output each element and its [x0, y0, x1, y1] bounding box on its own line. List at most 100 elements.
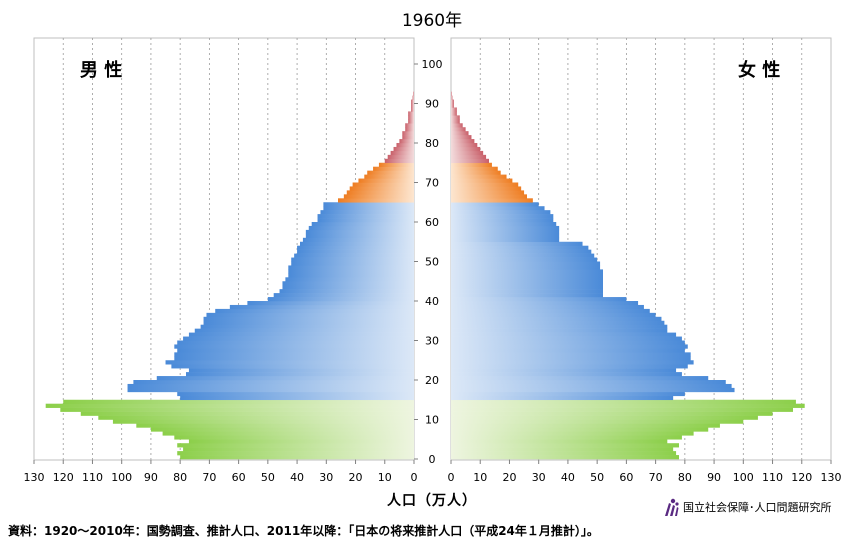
female-x-tick-label: 100 [733, 471, 754, 484]
male-bar [188, 332, 414, 337]
male-bar [308, 225, 414, 231]
male-bar [408, 111, 414, 116]
male-bar [413, 91, 414, 96]
female-bar [451, 380, 726, 385]
male-bar [127, 383, 415, 389]
female-bar [451, 289, 603, 294]
female-bar [451, 198, 533, 203]
female-x-tick-label: 30 [532, 471, 546, 484]
male-bar [412, 95, 414, 100]
female-bar [451, 146, 481, 152]
male-x-tick-label: 100 [111, 471, 132, 484]
male-bar [247, 301, 414, 306]
female-bar [451, 253, 595, 258]
male-bar [399, 139, 414, 144]
female-bar [451, 218, 554, 223]
male-bar [127, 387, 415, 393]
age-tick-label: 60 [425, 216, 439, 229]
male-bar [288, 273, 414, 278]
female-bar [451, 376, 709, 381]
male-bar [206, 312, 414, 318]
male-bar [346, 190, 414, 195]
female-bar [451, 348, 685, 353]
female-bar [451, 277, 603, 282]
male-x-tick-label: 120 [53, 471, 74, 484]
female-bar [451, 225, 560, 231]
male-bar [408, 115, 414, 120]
male-bar [311, 222, 414, 227]
organization-name: 国立社会保障･人口問題研究所 [683, 501, 832, 514]
female-bar [451, 135, 472, 140]
axes: 130 120 110 100 90 80 70 60 50 40 30 20 10 0 0 10 20 30 40… [24, 58, 842, 484]
male-bar [305, 233, 414, 239]
female-bar [451, 237, 560, 243]
female-bar [451, 229, 560, 235]
female-bar [451, 190, 525, 195]
male-bar [194, 328, 414, 333]
female-bar [451, 214, 554, 219]
male-bar [174, 352, 414, 357]
female-bar [451, 431, 694, 436]
female-x-tick-label: 90 [707, 471, 721, 484]
female-bar [451, 336, 682, 341]
organization-logo-icon [665, 498, 679, 516]
male-bar [267, 297, 414, 302]
female-bar [451, 383, 732, 389]
male-bar [188, 439, 414, 444]
age-tick-label: 0 [429, 453, 436, 466]
female-bar [451, 119, 460, 124]
male-bar [188, 368, 414, 373]
male-bar [183, 336, 414, 341]
female-bar [451, 435, 682, 440]
male-bar [305, 229, 414, 235]
male-bar [378, 162, 414, 167]
male-bar [387, 154, 414, 160]
male-x-tick-label: 110 [82, 471, 103, 484]
male-x-tick-label: 40 [290, 471, 304, 484]
male-bar [411, 103, 414, 108]
female-x-tick-label: 110 [762, 471, 783, 484]
male-x-tick-label: 50 [261, 471, 275, 484]
x-axis-label: 人口（万人） [387, 493, 477, 509]
female-bar [451, 131, 469, 136]
female-bar [451, 415, 758, 420]
female-bar [451, 344, 688, 349]
male-x-tick-label: 0 [411, 471, 418, 484]
male-bar [177, 348, 414, 353]
female-bar [451, 324, 668, 329]
age-tick-label: 10 [425, 414, 439, 427]
male-bar [317, 218, 414, 223]
male-bar [177, 391, 414, 397]
female-bar [451, 99, 454, 104]
female-bar [451, 222, 557, 227]
male-bar [112, 419, 414, 424]
female-bar [451, 249, 592, 254]
male-bar [45, 403, 414, 408]
female-bar [451, 451, 677, 456]
female-bar [451, 340, 685, 345]
male-bar [177, 443, 414, 448]
male-bar [343, 194, 414, 199]
male-label: 男 性 [80, 59, 122, 81]
male-bar [229, 304, 414, 310]
female-bar [451, 194, 527, 199]
age-tick-label: 80 [425, 137, 439, 150]
male-x-tick-label: 90 [144, 471, 158, 484]
female-bar [451, 210, 551, 215]
female-bar [451, 107, 457, 112]
female-bar [451, 316, 662, 322]
male-bar [279, 289, 414, 294]
female-bar [451, 297, 627, 302]
female-bar [451, 364, 688, 369]
male-bar [297, 249, 414, 254]
male-bar [200, 324, 414, 329]
female-bar [451, 166, 498, 171]
male-bar [285, 277, 414, 282]
female-bar [451, 352, 691, 357]
male-bar [215, 308, 414, 314]
male-bar [288, 265, 414, 270]
female-bar [451, 139, 475, 144]
male-bar [297, 245, 414, 250]
female-bar [451, 111, 457, 116]
female-bar [451, 174, 507, 179]
